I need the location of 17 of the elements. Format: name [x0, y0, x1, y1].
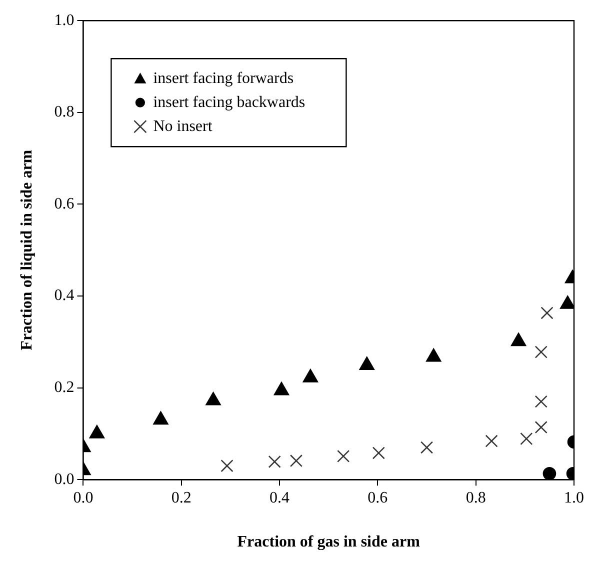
x-axis-title: Fraction of gas in side arm [237, 534, 421, 551]
y-tick-label: 0.0 [54, 470, 74, 488]
y-tick-label: 0.2 [54, 379, 74, 396]
x-tick-label: 0.6 [368, 489, 388, 506]
x-tick-label: 0.4 [270, 489, 290, 506]
legend-label: insert facing forwards [153, 70, 294, 87]
x-tick-label: 0.0 [73, 489, 94, 506]
y-tick-label: 0.8 [54, 104, 74, 121]
legend-label: insert facing backwards [153, 94, 306, 111]
x-tick-label: 0.8 [466, 489, 486, 506]
x-tick-label: 0.2 [171, 489, 192, 506]
legend-label: No insert [153, 118, 213, 135]
y-tick-label: 0.6 [54, 195, 74, 212]
x-tick-label: 1.0 [564, 489, 584, 506]
y-axis-title: Fraction of liquid in side arm [18, 149, 36, 350]
y-tick-label: 1.0 [54, 12, 74, 29]
y-tick-label: 0.4 [54, 287, 74, 304]
